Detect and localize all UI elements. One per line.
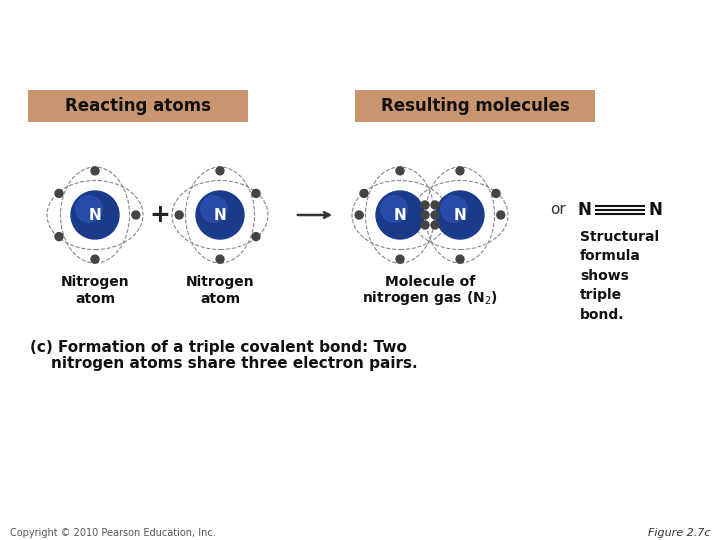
Bar: [355, 90, 595, 122]
Text: N: N: [649, 201, 663, 219]
Circle shape: [196, 191, 244, 239]
Text: nitrogen gas (N$_2$): nitrogen gas (N$_2$): [362, 289, 498, 307]
Text: Reacting atoms: Reacting atoms: [65, 97, 211, 115]
Circle shape: [396, 255, 404, 263]
Text: N: N: [89, 207, 102, 222]
Circle shape: [421, 211, 429, 219]
Circle shape: [252, 190, 260, 198]
Circle shape: [216, 255, 224, 263]
Circle shape: [441, 196, 467, 222]
Text: Resulting molecules: Resulting molecules: [381, 97, 570, 115]
Text: N: N: [394, 207, 406, 222]
Text: N: N: [454, 207, 467, 222]
Text: Nitrogen
atom: Nitrogen atom: [186, 275, 254, 306]
Text: Molecule of: Molecule of: [385, 275, 475, 289]
Circle shape: [55, 190, 63, 198]
Text: Figure 2.7c: Figure 2.7c: [647, 528, 710, 538]
Circle shape: [55, 233, 63, 241]
Circle shape: [360, 190, 368, 198]
Circle shape: [376, 191, 424, 239]
Circle shape: [421, 201, 429, 209]
Text: N: N: [214, 207, 226, 222]
Text: N: N: [577, 201, 591, 219]
Circle shape: [497, 211, 505, 219]
Circle shape: [431, 201, 439, 209]
Circle shape: [396, 167, 404, 175]
Circle shape: [421, 221, 429, 229]
Text: +: +: [150, 203, 171, 227]
Bar: [28, 90, 248, 122]
Text: nitrogen atoms share three electron pairs.: nitrogen atoms share three electron pair…: [30, 356, 418, 371]
Circle shape: [436, 191, 484, 239]
Circle shape: [132, 211, 140, 219]
Circle shape: [175, 211, 183, 219]
Circle shape: [431, 211, 439, 219]
Text: Copyright © 2010 Pearson Education, Inc.: Copyright © 2010 Pearson Education, Inc.: [10, 528, 216, 538]
Circle shape: [216, 167, 224, 175]
Text: (c) Formation of a triple covalent bond: Two: (c) Formation of a triple covalent bond:…: [30, 340, 407, 355]
Circle shape: [71, 191, 119, 239]
Circle shape: [91, 167, 99, 175]
Circle shape: [456, 167, 464, 175]
Circle shape: [492, 190, 500, 198]
Circle shape: [201, 196, 228, 222]
Text: Nitrogen
atom: Nitrogen atom: [60, 275, 130, 306]
Circle shape: [431, 221, 439, 229]
Text: Structural
formula
shows
triple
bond.: Structural formula shows triple bond.: [580, 230, 659, 322]
Circle shape: [355, 211, 363, 219]
Text: or: or: [550, 202, 566, 218]
Circle shape: [252, 233, 260, 241]
Circle shape: [91, 255, 99, 263]
Circle shape: [76, 196, 102, 222]
Circle shape: [381, 196, 408, 222]
Circle shape: [456, 255, 464, 263]
